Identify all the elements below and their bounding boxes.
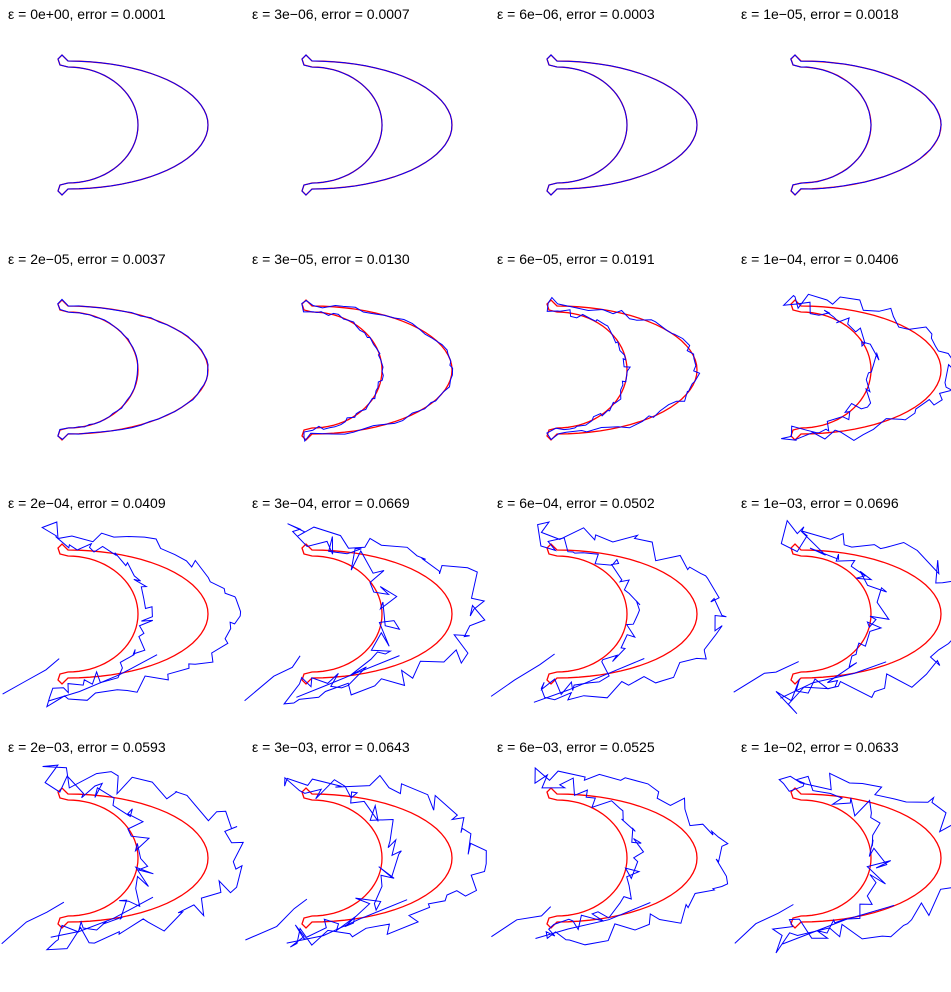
reconstruction-curve: [534, 766, 729, 946]
panel-plot: [245, 774, 487, 948]
reconstruction-curve: [57, 298, 209, 440]
reconstruction-tail: [535, 902, 651, 939]
panel-plot: [244, 523, 486, 705]
reconstruction-tail: [50, 896, 154, 938]
reconstruction-curve: [42, 764, 245, 951]
panel-plot: [301, 54, 453, 196]
panel-plot: [546, 54, 698, 196]
panel-11: ε = 6e−04, error = 0.0502: [490, 494, 727, 724]
panel-plot: [790, 54, 942, 196]
reconstruction-tail: [491, 906, 552, 938]
panel-plot: [2, 521, 242, 708]
reconstruction-curve: [301, 299, 454, 443]
panel-title: ε = 6e−03, error = 0.0525: [497, 739, 655, 755]
reference-curve: [546, 543, 698, 685]
reconstruction-tail: [734, 904, 794, 944]
reference-curve: [301, 54, 453, 196]
panel-plot: [491, 766, 729, 946]
reconstruction-curve: [546, 54, 698, 196]
reconstruction-curve: [283, 523, 486, 705]
reconstruction-curve: [781, 293, 951, 441]
panel-3: ε = 6e−06, error = 0.0003: [497, 5, 727, 235]
panel-title: ε = 6e−05, error = 0.0191: [497, 251, 655, 267]
panel-6: ε = 3e−05, error = 0.0130: [252, 250, 482, 480]
panel-title: ε = 2e−03, error = 0.0593: [8, 739, 166, 755]
reconstruction-tail: [296, 655, 400, 698]
panel-title: ε = 3e−04, error = 0.0669: [252, 495, 410, 511]
reconstruction-tail: [48, 654, 158, 702]
panel-title: ε = 3e−05, error = 0.0130: [252, 251, 410, 267]
reconstruction-tail: [245, 898, 308, 941]
panel-title: ε = 3e−03, error = 0.0643: [252, 739, 410, 755]
reconstruction-curve: [790, 54, 942, 196]
reference-curve: [57, 787, 209, 929]
panel-14: ε = 3e−03, error = 0.0643: [245, 738, 487, 968]
reconstruction-curve: [775, 519, 951, 715]
reference-curve: [546, 54, 698, 196]
panel-title: ε = 1e−03, error = 0.0696: [741, 495, 899, 511]
reference-curve: [57, 543, 209, 685]
figure-grid: ε = 0e+00, error = 0.0001 ε = 3e−06, erro…: [1, 5, 951, 968]
panel-1: ε = 0e+00, error = 0.0001: [8, 5, 238, 235]
panel-7: ε = 6e−05, error = 0.0191: [497, 250, 727, 480]
panel-12: ε = 1e−03, error = 0.0696: [733, 494, 951, 724]
panel-plot: [781, 293, 951, 441]
reconstruction-curve: [537, 521, 727, 701]
panel-13: ε = 2e−03, error = 0.0593: [1, 738, 245, 968]
panel-plot: [57, 298, 209, 441]
panel-title: ε = 1e−05, error = 0.0018: [741, 6, 899, 22]
reconstruction-curve: [57, 54, 209, 196]
reference-curve: [301, 299, 453, 441]
panel-title: ε = 2e−05, error = 0.0037: [8, 251, 166, 267]
panel-4: ε = 1e−05, error = 0.0018: [741, 5, 951, 235]
reconstruction-curve: [284, 774, 487, 948]
reference-curve: [790, 787, 942, 929]
reference-curve: [301, 787, 453, 929]
reconstruction-tail: [1, 901, 65, 945]
panel-5: ε = 2e−05, error = 0.0037: [8, 250, 238, 480]
panel-8: ε = 1e−04, error = 0.0406: [741, 250, 951, 480]
reference-curve: [301, 543, 453, 685]
panel-title: ε = 2e−04, error = 0.0409: [8, 495, 166, 511]
reconstruction-curve: [771, 772, 951, 954]
panel-plot: [546, 296, 701, 441]
reconstruction-curve: [546, 296, 701, 441]
panel-2: ε = 3e−06, error = 0.0007: [252, 5, 482, 235]
panel-title: ε = 0e+00, error = 0.0001: [8, 6, 166, 22]
panel-plot: [734, 772, 951, 954]
panel-plot: [301, 299, 454, 443]
panel-plot: [490, 521, 727, 703]
panel-title: ε = 1e−02, error = 0.0633: [741, 739, 899, 755]
reconstruction-tail: [244, 655, 301, 702]
panel-title: ε = 6e−06, error = 0.0003: [497, 6, 655, 22]
panel-15: ε = 6e−03, error = 0.0525: [491, 738, 729, 968]
reconstruction-tail: [533, 658, 645, 703]
panel-plot: [1, 764, 245, 951]
reconstruction-tail: [733, 661, 799, 693]
panel-16: ε = 1e−02, error = 0.0633: [734, 738, 951, 968]
reconstruction-tail: [286, 899, 408, 944]
reconstruction-curve: [301, 54, 453, 196]
panel-10: ε = 3e−04, error = 0.0669: [244, 494, 486, 724]
reconstruction-tail: [2, 658, 60, 695]
reconstruction-tail: [780, 661, 887, 699]
reference-curve: [57, 299, 209, 441]
reference-curve: [57, 54, 209, 196]
panel-plot: [57, 54, 209, 196]
reference-curve: [546, 787, 698, 929]
reconstruction-tail: [782, 904, 895, 945]
panel-plot: [733, 519, 951, 715]
panel-title: ε = 3e−06, error = 0.0007: [252, 6, 410, 22]
reference-curve: [790, 543, 942, 685]
panel-title: ε = 6e−04, error = 0.0502: [497, 495, 655, 511]
panel-9: ε = 2e−04, error = 0.0409: [2, 494, 242, 724]
reconstruction-tail: [490, 653, 555, 697]
reference-curve: [790, 54, 942, 196]
reference-curve: [790, 299, 942, 441]
reference-curve: [546, 299, 698, 441]
panel-title: ε = 1e−04, error = 0.0406: [741, 251, 899, 267]
reconstruction-curve: [41, 521, 242, 708]
